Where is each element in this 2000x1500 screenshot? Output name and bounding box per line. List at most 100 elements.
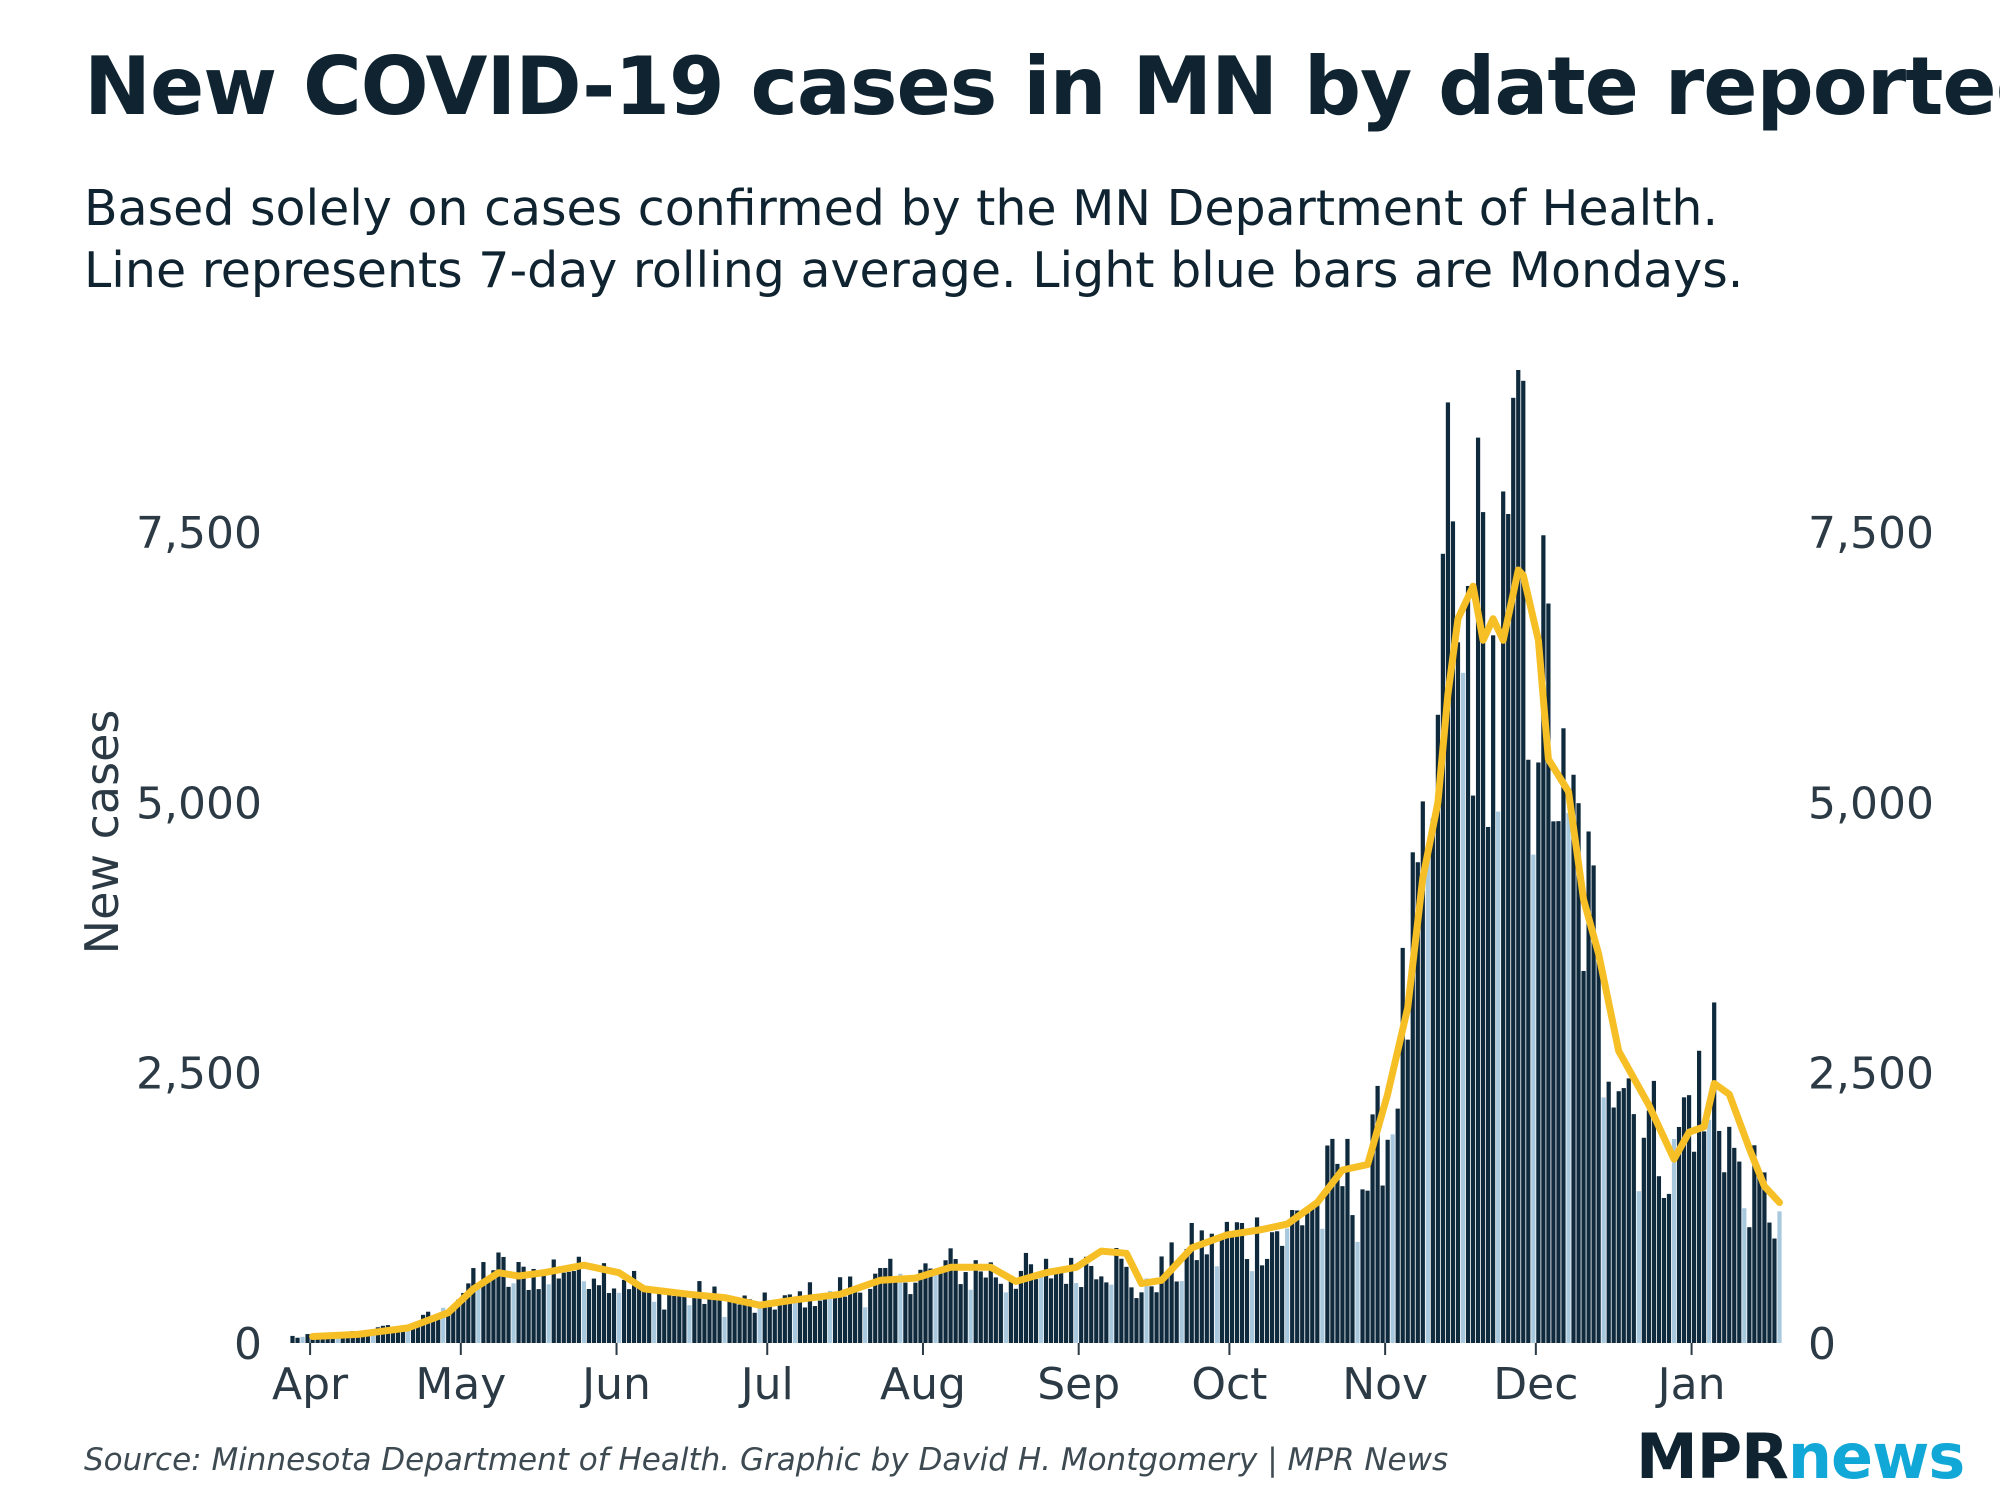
rolling-average-line [309, 566, 1783, 1340]
daily-bar [1154, 1292, 1159, 1343]
daily-bar [1244, 1259, 1250, 1343]
daily-bar [415, 1325, 421, 1343]
monday-bar [1671, 1138, 1677, 1343]
daily-bar [712, 1286, 717, 1343]
daily-bar [1420, 801, 1425, 1343]
daily-bar [1064, 1283, 1069, 1343]
subtitle-line-2: Line represents 7-day rolling average. L… [84, 242, 1744, 299]
daily-bar [1546, 603, 1551, 1343]
daily-bar [1767, 1222, 1772, 1343]
daily-bar [431, 1315, 436, 1343]
daily-bar [802, 1307, 808, 1343]
monday-bar [616, 1292, 622, 1343]
daily-bar [1435, 714, 1440, 1343]
y-axis-right: 0 2,500 5,000 7,500 [1808, 508, 1934, 1370]
daily-bar [772, 1309, 777, 1343]
monday-bar [1355, 1241, 1360, 1343]
daily-bar [1239, 1222, 1245, 1343]
daily-bar [410, 1326, 416, 1343]
daily-bar [471, 1268, 476, 1343]
daily-bar [903, 1282, 908, 1343]
daily-bar [1561, 728, 1566, 1343]
daily-bar [697, 1281, 702, 1343]
monday-bar [405, 1329, 411, 1343]
daily-bar [556, 1278, 561, 1343]
daily-bar [893, 1280, 898, 1343]
daily-bar [1380, 1185, 1385, 1343]
daily-bar [1275, 1231, 1280, 1343]
daily-bar [1340, 1186, 1345, 1343]
daily-bar [1526, 759, 1531, 1343]
daily-bar [536, 1289, 541, 1343]
daily-bar [446, 1312, 451, 1343]
monday-bar [1390, 1134, 1395, 1343]
daily-bar [1360, 1189, 1365, 1343]
daily-bar [1606, 1081, 1611, 1343]
daily-bar [1189, 1222, 1194, 1343]
daily-bar [1681, 1097, 1687, 1343]
daily-bar [1486, 826, 1491, 1343]
daily-bar [858, 1292, 863, 1343]
daily-bar [606, 1293, 612, 1343]
daily-bar [1757, 1171, 1762, 1343]
monday-bar [476, 1286, 481, 1343]
daily-bar [777, 1299, 782, 1343]
monday-bar [300, 1336, 305, 1343]
daily-bar [591, 1278, 597, 1343]
daily-bar [812, 1306, 818, 1343]
daily-bar [1405, 1039, 1410, 1343]
subtitle-line-1: Based solely on cases confirmed by the M… [84, 180, 1719, 237]
monday-bar [1636, 1191, 1641, 1343]
daily-bar [1069, 1257, 1074, 1343]
monday-bar [827, 1290, 833, 1343]
daily-bar [1119, 1258, 1124, 1343]
daily-bar [1264, 1258, 1270, 1343]
x-tick-label: Jul [738, 1359, 794, 1410]
daily-bar [1702, 1131, 1707, 1343]
monday-bar [1074, 1283, 1079, 1343]
monday-bar [1038, 1271, 1044, 1343]
daily-bar [436, 1315, 441, 1343]
monday-bar [792, 1302, 797, 1343]
daily-bar [451, 1308, 456, 1343]
daily-bar [501, 1256, 506, 1343]
daily-bar [1511, 397, 1516, 1343]
daily-bar [365, 1333, 370, 1343]
daily-bar [727, 1296, 732, 1343]
daily-bar [561, 1272, 566, 1343]
daily-bar [973, 1260, 978, 1343]
monday-bar [546, 1284, 551, 1343]
daily-bar [1450, 521, 1456, 1343]
daily-bar [1621, 1088, 1626, 1343]
daily-bar [1018, 1270, 1024, 1343]
daily-bar [611, 1288, 617, 1343]
daily-bar [677, 1293, 682, 1343]
y-tick-label-right: 2,500 [1808, 1049, 1934, 1100]
daily-bar [1114, 1248, 1119, 1343]
daily-bar [983, 1277, 988, 1343]
monday-bar [1496, 811, 1501, 1343]
daily-bar [913, 1282, 918, 1343]
logo-mpr: MPR [1636, 1420, 1789, 1493]
daily-bar [873, 1273, 878, 1343]
daily-bar [1084, 1256, 1089, 1343]
daily-bar [1280, 1245, 1285, 1343]
daily-bar [1581, 970, 1586, 1343]
daily-bar [421, 1314, 426, 1343]
daily-bar [1385, 1139, 1390, 1343]
chart-title: New COVID-19 cases in MN by date reporte… [84, 40, 2000, 133]
daily-bar [853, 1288, 858, 1343]
daily-bar [330, 1335, 335, 1343]
daily-bar [1229, 1233, 1235, 1343]
daily-bar [1174, 1281, 1179, 1343]
daily-bar [1089, 1265, 1094, 1343]
daily-bar [842, 1296, 848, 1343]
daily-bar [1410, 852, 1415, 1343]
daily-bar [1295, 1210, 1300, 1343]
daily-bar [1440, 553, 1446, 1343]
y-tick-label-right: 5,000 [1808, 778, 1934, 829]
daily-bar [1134, 1298, 1139, 1343]
daily-bar [1616, 1091, 1621, 1343]
daily-bar [1576, 803, 1581, 1343]
